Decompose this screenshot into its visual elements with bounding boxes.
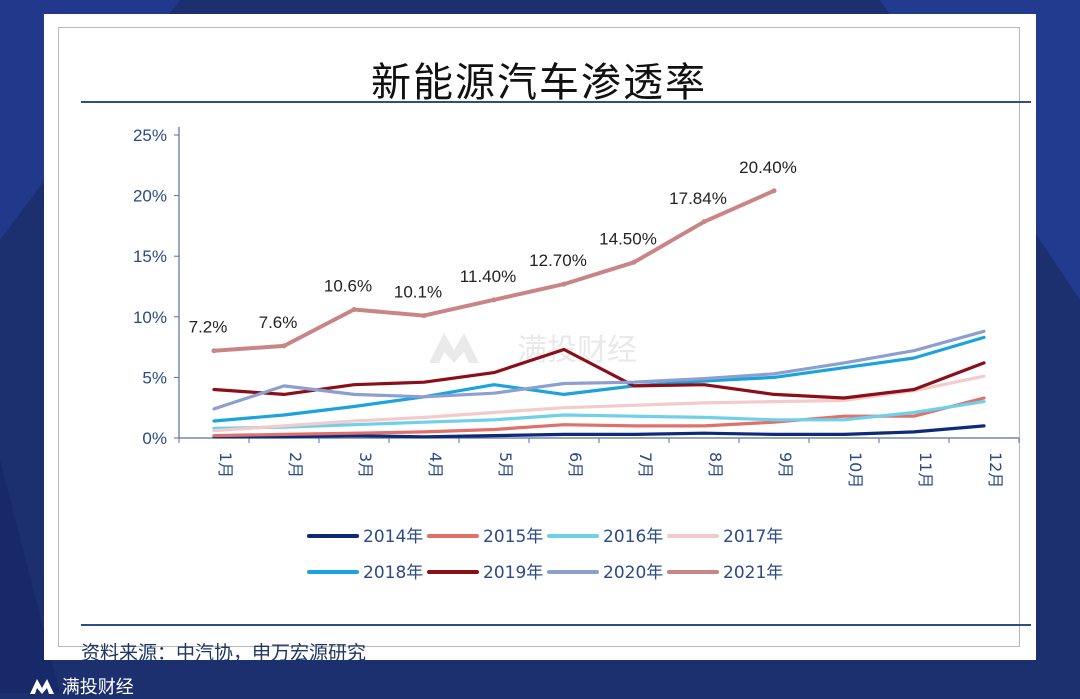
watermark-text: 满投财经 <box>517 333 637 368</box>
data-label: 17.84% <box>669 189 727 208</box>
data-label: 10.6% <box>324 277 372 296</box>
series-line-2014年 <box>212 424 986 439</box>
data-label: 11.40% <box>460 267 516 286</box>
x-tick-label: 1月 <box>216 452 235 478</box>
chart-frame: 新能源汽车渗透率 满投财经 0% 5% 10% 15% 20% 25% 1月 2月 3月 4月 5月 6… <box>58 27 1031 664</box>
chart-card: 新能源汽车渗透率 满投财经 0% 5% 10% 15% 20% 25% 1月 2月 3月 4月 5月 6… <box>44 14 1036 664</box>
data-point <box>491 297 497 303</box>
x-tick-label: 9月 <box>776 452 795 478</box>
series-line-2019年 <box>212 347 986 400</box>
x-tick-label: 5月 <box>496 452 515 478</box>
y-tick-label: 10% <box>133 308 167 327</box>
data-point <box>771 188 777 194</box>
data-point <box>421 313 427 319</box>
legend-label: 2019年 <box>483 563 543 583</box>
source-note: 资料来源：中汽协，申万宏源研究 <box>81 642 367 664</box>
watermark: 满投财经 <box>429 333 637 368</box>
data-point <box>701 219 707 225</box>
data-label: 12.70% <box>529 251 587 270</box>
data-point <box>351 307 357 313</box>
legend-label: 2014年 <box>363 527 423 547</box>
y-tick-label: 5% <box>142 368 167 387</box>
series-line-2016年 <box>212 400 986 430</box>
y-tick-label: 15% <box>133 247 167 266</box>
footer-brand-text: 满投财经 <box>61 677 134 698</box>
series-line-2020年 <box>212 329 986 411</box>
x-tick-label: 8月 <box>706 452 725 478</box>
x-tick-label: 6月 <box>566 452 585 478</box>
series-line-2017年 <box>212 374 986 433</box>
data-point <box>211 348 217 354</box>
y-tick-label: 0% <box>142 429 167 448</box>
data-label: 14.50% <box>599 229 657 248</box>
data-label: 20.40% <box>739 158 797 177</box>
data-point <box>281 343 287 349</box>
x-tick-label: 10月 <box>846 452 865 488</box>
footer-brand: 满投财经 <box>28 673 134 699</box>
data-label: 10.1% <box>394 283 442 302</box>
line-chart: 满投财经 0% 5% 10% 15% 20% 25% 1月 2月 3月 4月 5月 6月 7月 8月 9月 10… <box>133 126 1020 583</box>
data-label: 7.6% <box>259 313 298 332</box>
legend-label: 2018年 <box>363 563 423 583</box>
legend-label: 2015年 <box>483 527 543 547</box>
legend-label: 2021年 <box>723 563 783 583</box>
legend-label: 2017年 <box>723 527 783 547</box>
series-line-2015年 <box>212 396 986 438</box>
x-tick-label: 7月 <box>636 452 655 478</box>
legend-label: 2020年 <box>603 563 663 583</box>
data-point <box>561 281 567 287</box>
x-tick-label: 11月 <box>916 452 935 488</box>
brand-logo-icon <box>30 679 54 694</box>
x-tick-label: 4月 <box>426 452 445 478</box>
data-point <box>631 259 637 265</box>
title-divider <box>81 101 1031 103</box>
source-divider <box>81 624 1031 626</box>
chart-title: 新能源汽车渗透率 <box>371 60 707 106</box>
series-line-2018年 <box>212 335 986 423</box>
x-tick-label: 3月 <box>356 452 375 478</box>
watermark-logo-icon <box>429 333 479 363</box>
y-tick-label: 20% <box>133 187 167 206</box>
x-tick-label: 12月 <box>986 452 1005 488</box>
data-label: 7.2% <box>189 318 228 337</box>
x-tick-label: 2月 <box>286 452 305 478</box>
legend-label: 2016年 <box>603 527 663 547</box>
y-tick-label: 25% <box>133 126 167 145</box>
